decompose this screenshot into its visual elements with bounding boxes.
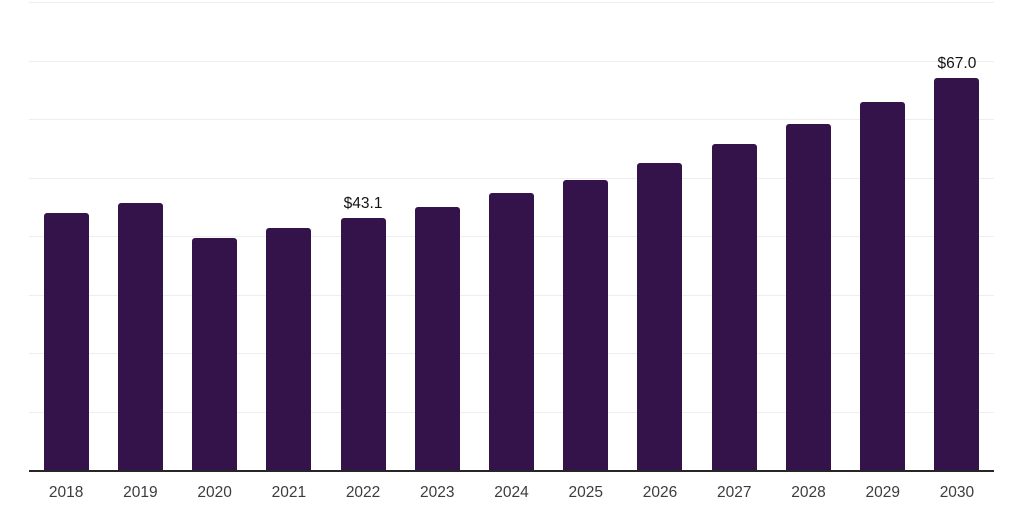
x-axis-labels: 2018 2019 2020 2021 2022 2023 2024 2025 2026 2027…: [29, 484, 994, 502]
x-tick-2029: 2029: [865, 484, 900, 501]
x-tick-2021: 2021: [271, 484, 307, 501]
x-tick-2022: 2022: [345, 484, 381, 501]
bar-column-2020: [177, 2, 251, 470]
bar-column-2018: [29, 2, 103, 470]
bar-column-2026: [623, 2, 697, 470]
bar-column-2030: $67.0: [920, 2, 994, 470]
gridline-50: [29, 177, 994, 179]
x-tick-2027: 2027: [716, 484, 752, 501]
bar-2026: [637, 163, 683, 470]
bar-2018: [43, 212, 89, 470]
x-tick-2018: 2018: [48, 484, 84, 501]
x-tick-2019: 2019: [123, 484, 158, 501]
x-tick-2023: 2023: [420, 484, 455, 501]
gridline-70: [29, 60, 994, 62]
bar-2025: [563, 179, 609, 470]
bar-column-2021: [252, 2, 326, 470]
bar-2019: [117, 202, 163, 470]
bar-2030: [934, 78, 980, 470]
plot-area: $43.1 $67.0: [29, 2, 994, 472]
bar-2024: [489, 192, 535, 470]
bar-column-2028: [771, 2, 845, 470]
bar-2027: [711, 144, 757, 470]
bar-2020: [192, 237, 238, 470]
x-tick-2028: 2028: [791, 484, 826, 501]
bar-column-2023: [400, 2, 474, 470]
bar-column-2025: [549, 2, 623, 470]
bar-column-2019: [103, 2, 177, 470]
x-tick-2026: 2026: [642, 484, 678, 501]
bar-2022: [340, 217, 386, 470]
bar-2028: [785, 124, 831, 470]
x-tick-2030: 2030: [939, 484, 975, 501]
x-tick-2024: 2024: [494, 484, 529, 501]
bar-column-2027: [697, 2, 771, 470]
bar-2021: [266, 227, 312, 470]
bar-2023: [414, 206, 460, 470]
gridline-60: [29, 119, 994, 120]
bar-column-2029: [846, 2, 920, 470]
bar-value-label-2022: $43.1: [343, 194, 383, 212]
x-tick-2025: 2025: [568, 484, 603, 501]
bar-2029: [860, 102, 906, 470]
bar-value-label-2030: $67.0: [937, 55, 977, 73]
gridline-80: [29, 2, 994, 3]
x-tick-2020: 2020: [197, 484, 232, 501]
bars-row: $43.1 $67.0: [29, 2, 994, 470]
bar-column-2024: [474, 2, 548, 470]
bar-column-2022: $43.1: [326, 2, 400, 470]
